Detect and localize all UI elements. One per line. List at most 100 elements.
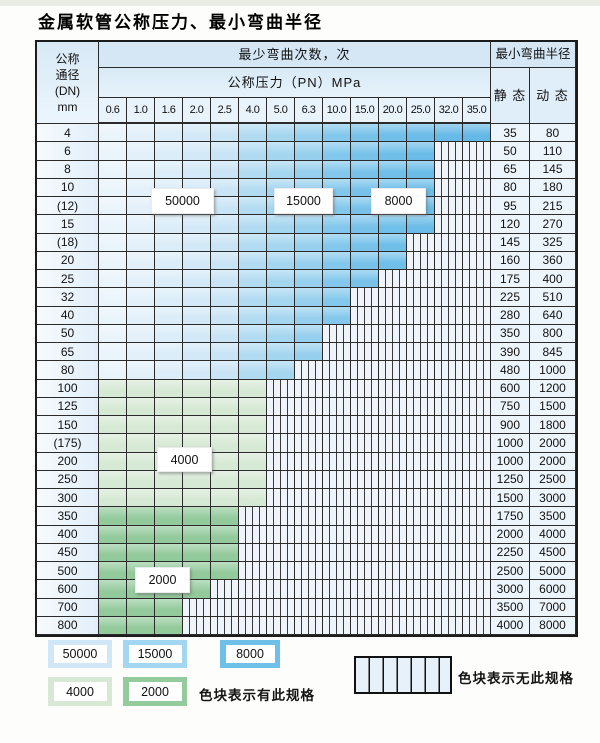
no-spec-cell — [267, 580, 295, 599]
spec-cell — [379, 160, 407, 179]
spec-cell — [127, 142, 155, 161]
spec-cell — [183, 470, 211, 489]
spec-cell — [155, 470, 183, 489]
dn-cell: 100 — [37, 379, 99, 398]
spec-cell — [211, 251, 239, 270]
dynamic-radius-cell: 270 — [530, 215, 576, 234]
no-spec-cell — [435, 270, 463, 289]
no-spec-cell — [435, 562, 463, 581]
dn-cell: 20 — [37, 251, 99, 270]
no-spec-cell — [295, 416, 323, 435]
spec-cell — [127, 379, 155, 398]
pressure-tick: 1.0 — [127, 98, 155, 124]
spec-cell — [295, 251, 323, 270]
no-spec-cell — [379, 489, 407, 508]
dn-cell: 500 — [37, 562, 99, 581]
spec-cell — [99, 507, 127, 526]
spec-cell — [127, 215, 155, 234]
no-spec-cell — [295, 397, 323, 416]
dynamic-radius-cell: 1800 — [530, 416, 576, 435]
no-spec-cell — [267, 379, 295, 398]
pressure-tick: 10.0 — [323, 98, 351, 124]
no-spec-cell — [351, 470, 379, 489]
no-spec-cell — [379, 361, 407, 380]
spec-cell — [99, 452, 127, 471]
spec-cell — [351, 251, 379, 270]
spec-cell — [183, 270, 211, 289]
no-spec-cell — [463, 580, 491, 599]
no-spec-cell — [351, 343, 379, 362]
header-dn-line: 通径 — [55, 67, 80, 82]
spec-cell — [351, 233, 379, 252]
no-spec-cell — [295, 470, 323, 489]
no-spec-cell — [435, 288, 463, 307]
no-spec-cell — [407, 379, 435, 398]
spec-cell — [239, 470, 267, 489]
legend-swatch-4000: 4000 — [48, 677, 112, 706]
no-spec-cell — [407, 470, 435, 489]
no-spec-cell — [435, 616, 463, 635]
spec-cell — [323, 251, 351, 270]
spec-cell — [435, 124, 463, 143]
no-spec-cell — [183, 598, 211, 617]
spec-cell — [239, 288, 267, 307]
no-spec-cell — [407, 324, 435, 343]
no-spec-cell — [351, 288, 379, 307]
no-spec-cell — [379, 324, 407, 343]
no-spec-cell — [351, 434, 379, 453]
no-spec-cell — [295, 562, 323, 581]
spec-cell — [407, 215, 435, 234]
no-spec-cell — [407, 562, 435, 581]
no-spec-cell — [407, 616, 435, 635]
spec-cell — [239, 452, 267, 471]
no-spec-cell — [463, 470, 491, 489]
no-spec-cell — [379, 288, 407, 307]
dynamic-radius-cell: 1000 — [530, 361, 576, 380]
no-spec-cell — [351, 562, 379, 581]
no-spec-cell — [407, 343, 435, 362]
no-spec-cell — [407, 507, 435, 526]
no-spec-cell — [463, 397, 491, 416]
dynamic-radius-cell: 8000 — [530, 616, 576, 635]
no-spec-cell — [435, 361, 463, 380]
no-spec-cell — [463, 616, 491, 635]
spec-cell — [99, 416, 127, 435]
no-spec-cell — [407, 288, 435, 307]
spec-cell — [323, 270, 351, 289]
static-radius-cell: 175 — [491, 270, 530, 289]
no-spec-cell — [211, 598, 239, 617]
no-spec-cell — [407, 598, 435, 617]
spec-cell — [99, 197, 127, 216]
spec-cell — [239, 361, 267, 380]
no-spec-cell — [323, 489, 351, 508]
no-spec-cell — [295, 434, 323, 453]
no-spec-cell — [267, 543, 295, 562]
no-spec-cell — [407, 270, 435, 289]
spec-cell — [239, 397, 267, 416]
spec-cell — [211, 470, 239, 489]
spec-cell — [379, 124, 407, 143]
spec-cell — [99, 142, 127, 161]
spec-cell — [99, 343, 127, 362]
spec-cell — [127, 288, 155, 307]
spec-cell — [99, 525, 127, 544]
no-spec-cell — [435, 324, 463, 343]
no-spec-cell — [323, 507, 351, 526]
spec-cell — [239, 270, 267, 289]
static-radius-cell: 1000 — [491, 452, 530, 471]
spec-cell — [183, 251, 211, 270]
dynamic-radius-cell: 110 — [530, 142, 576, 161]
spec-cell — [183, 324, 211, 343]
no-spec-cell — [239, 507, 267, 526]
dynamic-radius-cell: 3000 — [530, 489, 576, 508]
spec-cell — [407, 160, 435, 179]
dn-cell: 400 — [37, 525, 99, 544]
pressure-tick: 6.3 — [295, 98, 323, 124]
no-spec-cell — [407, 543, 435, 562]
spec-cell — [155, 270, 183, 289]
dynamic-radius-cell: 80 — [530, 124, 576, 143]
spec-cell — [99, 470, 127, 489]
spec-cell — [323, 215, 351, 234]
no-spec-cell — [379, 270, 407, 289]
no-spec-cell — [183, 616, 211, 635]
